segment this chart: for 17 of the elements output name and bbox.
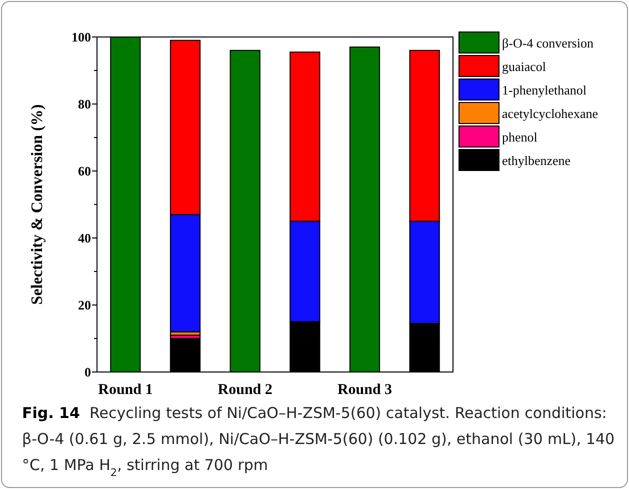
legend-label: acetylcyclohexane [502, 106, 598, 122]
y-tick-label: 40 [78, 230, 91, 246]
x-tick-label: Round 2 [218, 382, 272, 398]
legend-label: guaiacol [502, 59, 546, 74]
y-tick-label: 20 [78, 298, 91, 313]
caption: Fig. 14 Recycling tests of Ni/CaO–H-ZSM-5(60) catalyst. Reaction conditions: β-O-4 (0.61 g, 2.5 mmol), Ni/CaO–H-ZSM-5(60) (0.102 g), ethanol (30 mL), 140 °C, 1 MPa H$_{2}$, stirring at 700 rpm [22, 404, 615, 479]
x-tick-label: Round 1 [98, 382, 153, 398]
legend-label: β-O-4 conversion [502, 36, 594, 51]
legend-label: phenol [502, 130, 538, 145]
y-tick-label: 0 [84, 364, 91, 380]
y-tick-label: 60 [78, 164, 91, 179]
y-tick-label: 100 [72, 30, 91, 45]
y-axis-title: Selectivity & Conversion (%) [29, 104, 46, 305]
y-tick-label: 80 [78, 96, 91, 112]
legend-label: 1-phenylethanol [502, 82, 587, 98]
x-tick-label: Round 3 [337, 382, 392, 398]
legend-label: ethylbenzene [502, 153, 571, 168]
